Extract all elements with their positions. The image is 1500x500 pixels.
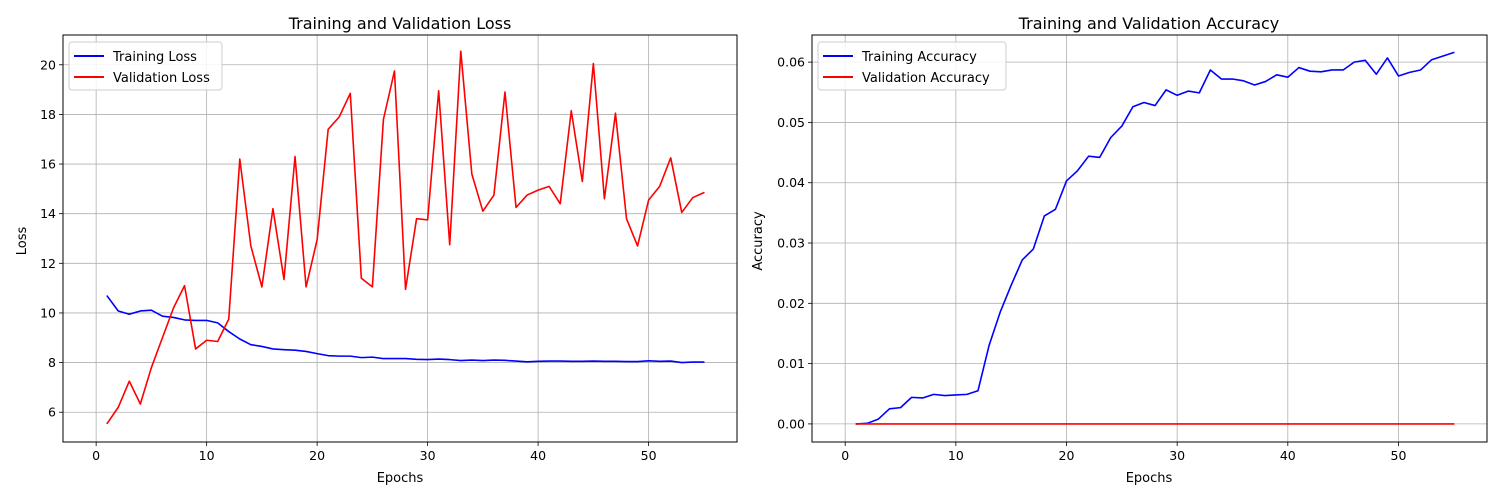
- series-line-training-loss: [106, 295, 705, 364]
- loss-chart: 0 10 20 30 40 50 6 8 10 12 14 16 18 20 Training and V…: [15, 14, 738, 486]
- chart-title: Training and Validation Accuracy: [1018, 14, 1280, 33]
- legend-label-training-loss: Training Loss: [112, 50, 197, 65]
- series-lines: [106, 50, 705, 425]
- y-tick-label: 14: [40, 206, 56, 221]
- x-tick-label: 10: [199, 448, 215, 463]
- x-tick-label: 0: [841, 448, 849, 463]
- y-tick-label: 0.05: [777, 115, 805, 130]
- y-tick-label: 0.01: [777, 356, 805, 371]
- y-tick-label: 10: [40, 305, 56, 320]
- tick-marks: 0 10 20 30 40 50 6 8 10 12 14 16 18 20: [40, 57, 657, 463]
- x-tick-label: 30: [420, 448, 436, 463]
- y-tick-label: 8: [48, 355, 56, 370]
- x-tick-label: 50: [1391, 448, 1407, 463]
- y-axis-label: Accuracy: [751, 211, 766, 271]
- x-tick-label: 10: [948, 448, 964, 463]
- legend-box: [68, 41, 223, 91]
- legend: Training Loss Validation Loss: [68, 41, 223, 91]
- series-line-training-accuracy: [855, 51, 1455, 425]
- plot-frame: [811, 34, 1488, 443]
- plot-area: [63, 35, 737, 442]
- x-axis-label: Epochs: [377, 471, 424, 486]
- series-line-validation-loss: [106, 50, 705, 425]
- x-tick-label: 20: [309, 448, 325, 463]
- y-tick-label: 0.02: [777, 296, 805, 311]
- legend-label-validation-loss: Validation Loss: [113, 71, 210, 86]
- x-tick-label: 40: [530, 448, 546, 463]
- y-tick-label: 0.04: [777, 175, 805, 190]
- legend: Training Accuracy Validation Accuracy: [817, 41, 1007, 91]
- accuracy-chart: 0 10 20 30 40 500.000.010.020.030.040.050.06 …: [751, 14, 1488, 486]
- plot-frame: [62, 34, 738, 443]
- legend-box: [817, 41, 1007, 91]
- series-lines: [855, 51, 1455, 425]
- y-tick-label: 20: [40, 57, 56, 72]
- y-tick-label: 0.06: [777, 55, 805, 70]
- y-tick-label: 0.03: [777, 236, 805, 251]
- legend-label-training-accuracy: Training Accuracy: [861, 50, 977, 65]
- x-tick-label: 20: [1059, 448, 1075, 463]
- y-tick-label: 12: [40, 256, 56, 271]
- x-tick-label: 40: [1280, 448, 1296, 463]
- y-tick-label: 6: [48, 405, 56, 420]
- y-tick-label: 16: [40, 157, 56, 172]
- x-tick-label: 30: [1169, 448, 1185, 463]
- plot-area: [812, 35, 1487, 442]
- chart-title: Training and Validation Loss: [288, 14, 512, 33]
- tick-marks: 0 10 20 30 40 50 0.00 0.01 0.02 0.03 0.04 0.05 0.06: [777, 55, 1406, 463]
- legend-label-validation-accuracy: Validation Accuracy: [862, 71, 990, 86]
- x-axis-label: Epochs: [1126, 471, 1173, 486]
- x-tick-label: 50: [641, 448, 657, 463]
- x-tick-label: 0: [92, 448, 100, 463]
- y-tick-label: 0.00: [777, 416, 805, 431]
- y-axis-label: Loss: [15, 227, 30, 256]
- y-tick-label: 18: [40, 107, 56, 122]
